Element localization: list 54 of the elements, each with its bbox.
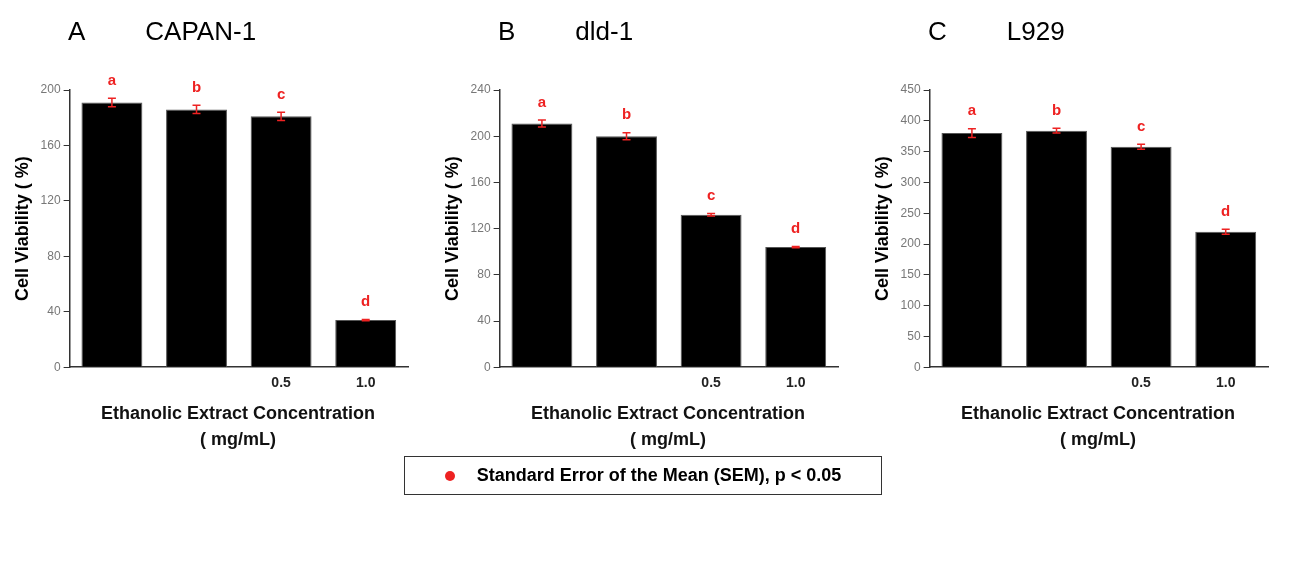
- text: A: [68, 16, 86, 47]
- chart-title: dld-1: [575, 16, 634, 47]
- x-tick-label: 1.0: [785, 374, 806, 391]
- x-tick-label: 0.5: [271, 374, 292, 391]
- data-label: d: [1221, 201, 1231, 219]
- y-tick-label: 250: [900, 205, 921, 220]
- y-axis-title: Cell Viability ( %): [441, 156, 462, 301]
- y-tick-label: 80: [477, 267, 491, 282]
- y-tick-label: 100: [900, 297, 921, 312]
- y-tick-label: 200: [40, 82, 61, 97]
- text: Standard Error of the Mean (SEM), p < 0.05: [476, 465, 842, 486]
- data-label: a: [107, 70, 117, 88]
- y-tick-label: 0: [483, 359, 491, 374]
- data-label: c: [706, 186, 716, 204]
- text: B: [498, 16, 516, 47]
- x-tick-label: 0.5: [1131, 374, 1152, 391]
- data-label: b: [1051, 100, 1062, 118]
- y-tick-label: 240: [470, 82, 491, 97]
- y-tick-label: 80: [47, 248, 61, 263]
- y-tick-label: 300: [900, 174, 921, 189]
- y-tick-label: 200: [900, 236, 921, 251]
- y-axis-title: Cell Viability ( %): [11, 156, 32, 301]
- data-label: b: [621, 105, 632, 123]
- text: C: [928, 16, 947, 47]
- x-axis-title: Ethanolic Extract Concentration ( mg/mL): [529, 402, 806, 451]
- data-label: a: [967, 101, 977, 119]
- x-tick-label: 0.5: [701, 374, 722, 391]
- data-label: c: [276, 84, 286, 102]
- x-axis-title: Ethanolic Extract Concentration ( mg/mL): [959, 402, 1236, 451]
- y-tick-label: 150: [900, 267, 921, 282]
- y-tick-label: 450: [900, 82, 921, 97]
- y-tick-label: 40: [47, 304, 61, 319]
- y-tick-label: 0: [53, 359, 61, 374]
- y-tick-label: 350: [900, 143, 921, 158]
- x-axis-title: Ethanolic Extract Concentration ( mg/mL): [99, 402, 376, 451]
- data-label: a: [537, 92, 547, 110]
- y-tick-label: 120: [40, 193, 61, 208]
- y-tick-label: 160: [40, 137, 61, 152]
- x-tick-label: 1.0: [1215, 374, 1236, 391]
- x-tick-label: 1.0: [355, 374, 376, 391]
- y-tick-label: 400: [900, 113, 921, 128]
- data-label: d: [361, 292, 371, 310]
- data-label: c: [1136, 116, 1146, 134]
- data-label: b: [191, 77, 202, 95]
- y-tick-label: 40: [477, 313, 491, 328]
- y-tick-label: 160: [470, 174, 491, 189]
- chart-title: CAPAN-1: [145, 16, 257, 47]
- y-tick-label: 120: [470, 220, 491, 235]
- y-tick-label: 0: [913, 359, 921, 374]
- data-label: d: [791, 219, 801, 237]
- y-axis-title: Cell Viability ( %): [871, 156, 892, 301]
- y-tick-label: 50: [907, 328, 921, 343]
- y-tick-label: 200: [470, 128, 491, 143]
- chart-title: L929: [1006, 16, 1065, 47]
